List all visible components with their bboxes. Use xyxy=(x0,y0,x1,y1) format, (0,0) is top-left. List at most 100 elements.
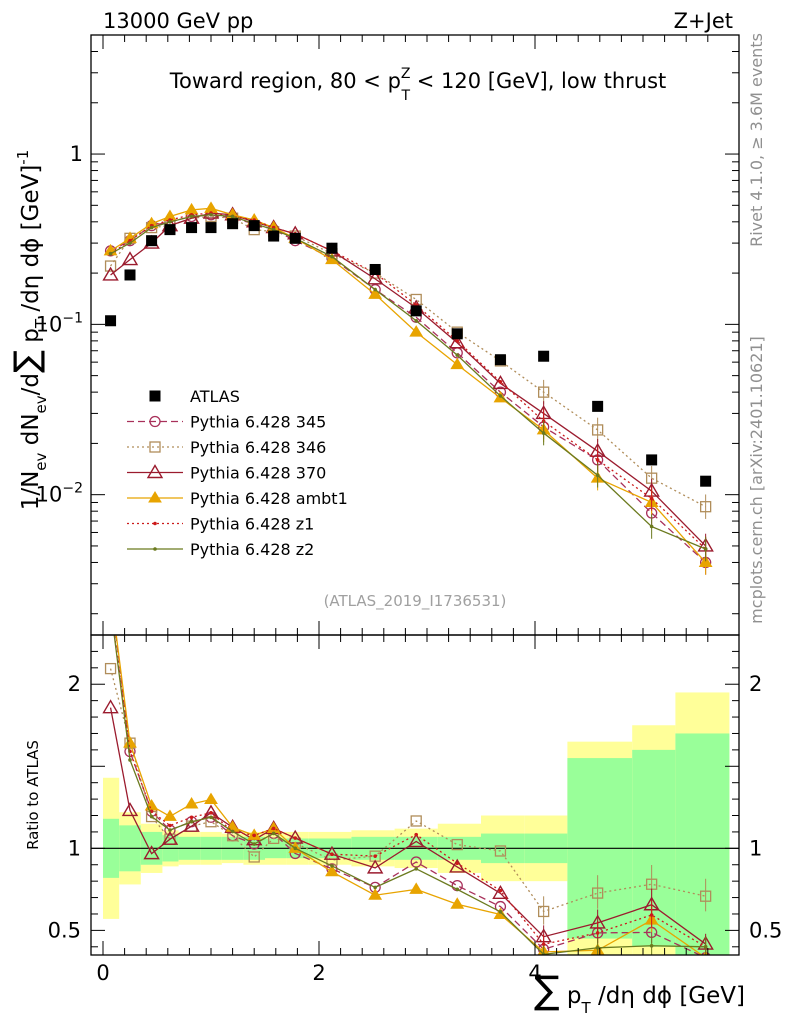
series-point-p370 xyxy=(102,266,119,281)
ratio-point-p370 xyxy=(102,699,119,714)
series-point-ambt1 xyxy=(368,287,383,299)
ratio-point-p370 xyxy=(143,845,160,860)
legend-marker-z2 xyxy=(153,547,157,551)
x-label-p: p xyxy=(560,983,582,1009)
series-point-z1 xyxy=(455,339,460,343)
ratio-point-z1 xyxy=(271,826,276,831)
header-left: 13000 GeV pp xyxy=(103,9,253,33)
ratio-point-z2 xyxy=(271,831,276,836)
atlas-point xyxy=(646,454,658,466)
ratio-point-z1 xyxy=(414,832,419,837)
y-label-ev2: ev xyxy=(32,395,50,413)
legend-label-p346: Pythia 6.428 346 xyxy=(190,438,326,457)
legend-label-p370: Pythia 6.428 370 xyxy=(190,464,326,483)
series-point-z2 xyxy=(649,524,654,529)
ratio-point-ambt1 xyxy=(184,797,199,809)
y-label-t: T xyxy=(32,318,50,329)
legend-item-z1: Pythia 6.428 z1 xyxy=(127,515,314,534)
x-tick-label: 4 xyxy=(528,961,541,985)
ratio-point-z1 xyxy=(109,604,113,608)
series-point-z2 xyxy=(128,241,132,245)
y-label-rest: /dη dϕ [GeV] xyxy=(18,165,44,319)
title-tail: < 120 [GeV], low thrust xyxy=(410,69,666,93)
ratio-point-p346 xyxy=(104,662,117,675)
ratio-point-p346 xyxy=(248,851,260,863)
analysis-id: (ATLAS_2019_I1736531) xyxy=(324,592,507,611)
atlas-point xyxy=(326,242,338,254)
atlas-point xyxy=(248,220,260,232)
series-point-p346 xyxy=(104,260,117,272)
series-point-ambt1 xyxy=(184,202,199,215)
ratio-point-p345 xyxy=(410,856,422,868)
legend-label-atlas: ATLAS xyxy=(190,387,240,406)
ratio-point-p370 xyxy=(323,845,341,860)
ratio-point-ambt1 xyxy=(325,864,339,877)
ratio-point-z2 xyxy=(703,944,708,949)
y-label-main: 1/N xyxy=(18,471,44,511)
x-label-sum: ∑ xyxy=(534,968,560,1012)
series-point-z2 xyxy=(595,473,600,478)
ratio-y-tick-label: 2 xyxy=(68,672,81,696)
legend-marker-p370 xyxy=(146,464,164,479)
ratio-point-z1 xyxy=(373,854,377,858)
ratio-point-z2 xyxy=(455,887,460,892)
ratio-band-inner xyxy=(675,733,730,955)
ratio-point-ambt1 xyxy=(368,888,383,900)
ratio-point-p370 xyxy=(121,802,139,817)
ratio-point-z1 xyxy=(168,823,172,828)
x-label-rest: /dη dϕ [GeV] xyxy=(591,983,745,1009)
ratio-point-p370 xyxy=(366,859,384,874)
x-label-t: T xyxy=(581,999,592,1017)
ratio-point-p346 xyxy=(591,887,604,899)
ratio-point-p370 xyxy=(492,884,509,900)
series-point-ambt1 xyxy=(409,325,424,337)
ratio-point-z1 xyxy=(498,888,503,893)
ratio-point-z1 xyxy=(149,809,154,814)
ratio-axis-label: Ratio to ATLAS xyxy=(24,740,42,850)
ratio-y-tick-label: 0.5 xyxy=(48,918,81,942)
atlas-point xyxy=(205,222,217,234)
atlas-point xyxy=(105,315,117,327)
legend-item-p370: Pythia 6.428 370 xyxy=(127,464,326,483)
y-label-ev1: ev xyxy=(32,452,50,470)
series-point-z2 xyxy=(414,318,419,323)
ratio-point-z2 xyxy=(128,758,132,762)
x-axis-label: ∑ pT /dη dϕ [GeV] xyxy=(534,968,745,1017)
legend-item-p346: Pythia 6.428 346 xyxy=(127,438,326,457)
main-plot-area xyxy=(102,201,714,575)
series-point-z1 xyxy=(595,458,600,462)
ratio-point-p345 xyxy=(106,585,116,595)
ratio-y-tick-label-right: 1 xyxy=(749,836,762,860)
series-point-z2 xyxy=(541,431,546,435)
ratio-line-p345 xyxy=(115,635,702,955)
ratio-point-z2 xyxy=(373,885,377,890)
series-point-z1 xyxy=(498,379,503,384)
y-label-sum: ∑ xyxy=(7,350,47,373)
mcplots-credit: mcplots.cern.ch [arXiv:2401.10621] xyxy=(747,336,766,624)
legend-item-ambt1: Pythia 6.428 ambt1 xyxy=(127,489,348,508)
y-label-mid: dN xyxy=(18,413,44,452)
legend-label-ambt1: Pythia 6.428 ambt1 xyxy=(190,489,348,508)
legend-marker-p345 xyxy=(149,415,161,428)
ratio-point-z2 xyxy=(168,828,172,832)
legend-label-p345: Pythia 6.428 345 xyxy=(190,413,326,432)
ratio-point-p346 xyxy=(451,838,463,851)
atlas-point xyxy=(289,232,301,244)
main-y-tick-label: 10−1 xyxy=(36,310,83,336)
ratio-point-z2 xyxy=(209,815,213,820)
ratio-point-z1 xyxy=(455,861,460,866)
ratio-point-p370 xyxy=(183,817,200,832)
atlas-point xyxy=(186,222,198,234)
legend-item-z2: Pythia 6.428 z2 xyxy=(127,540,314,559)
ratio-point-z1 xyxy=(189,815,194,820)
series-point-p370 xyxy=(121,251,139,266)
legend-label-z2: Pythia 6.428 z2 xyxy=(190,540,314,559)
main-y-tick-label: 1 xyxy=(70,142,83,166)
ratio-point-p346 xyxy=(537,905,550,918)
series-point-ambt1 xyxy=(204,201,218,213)
series-point-z2 xyxy=(455,353,460,357)
title-sup: Z xyxy=(401,66,411,82)
ratio-point-ambt1 xyxy=(409,882,424,894)
ratio-point-p370 xyxy=(407,833,425,848)
